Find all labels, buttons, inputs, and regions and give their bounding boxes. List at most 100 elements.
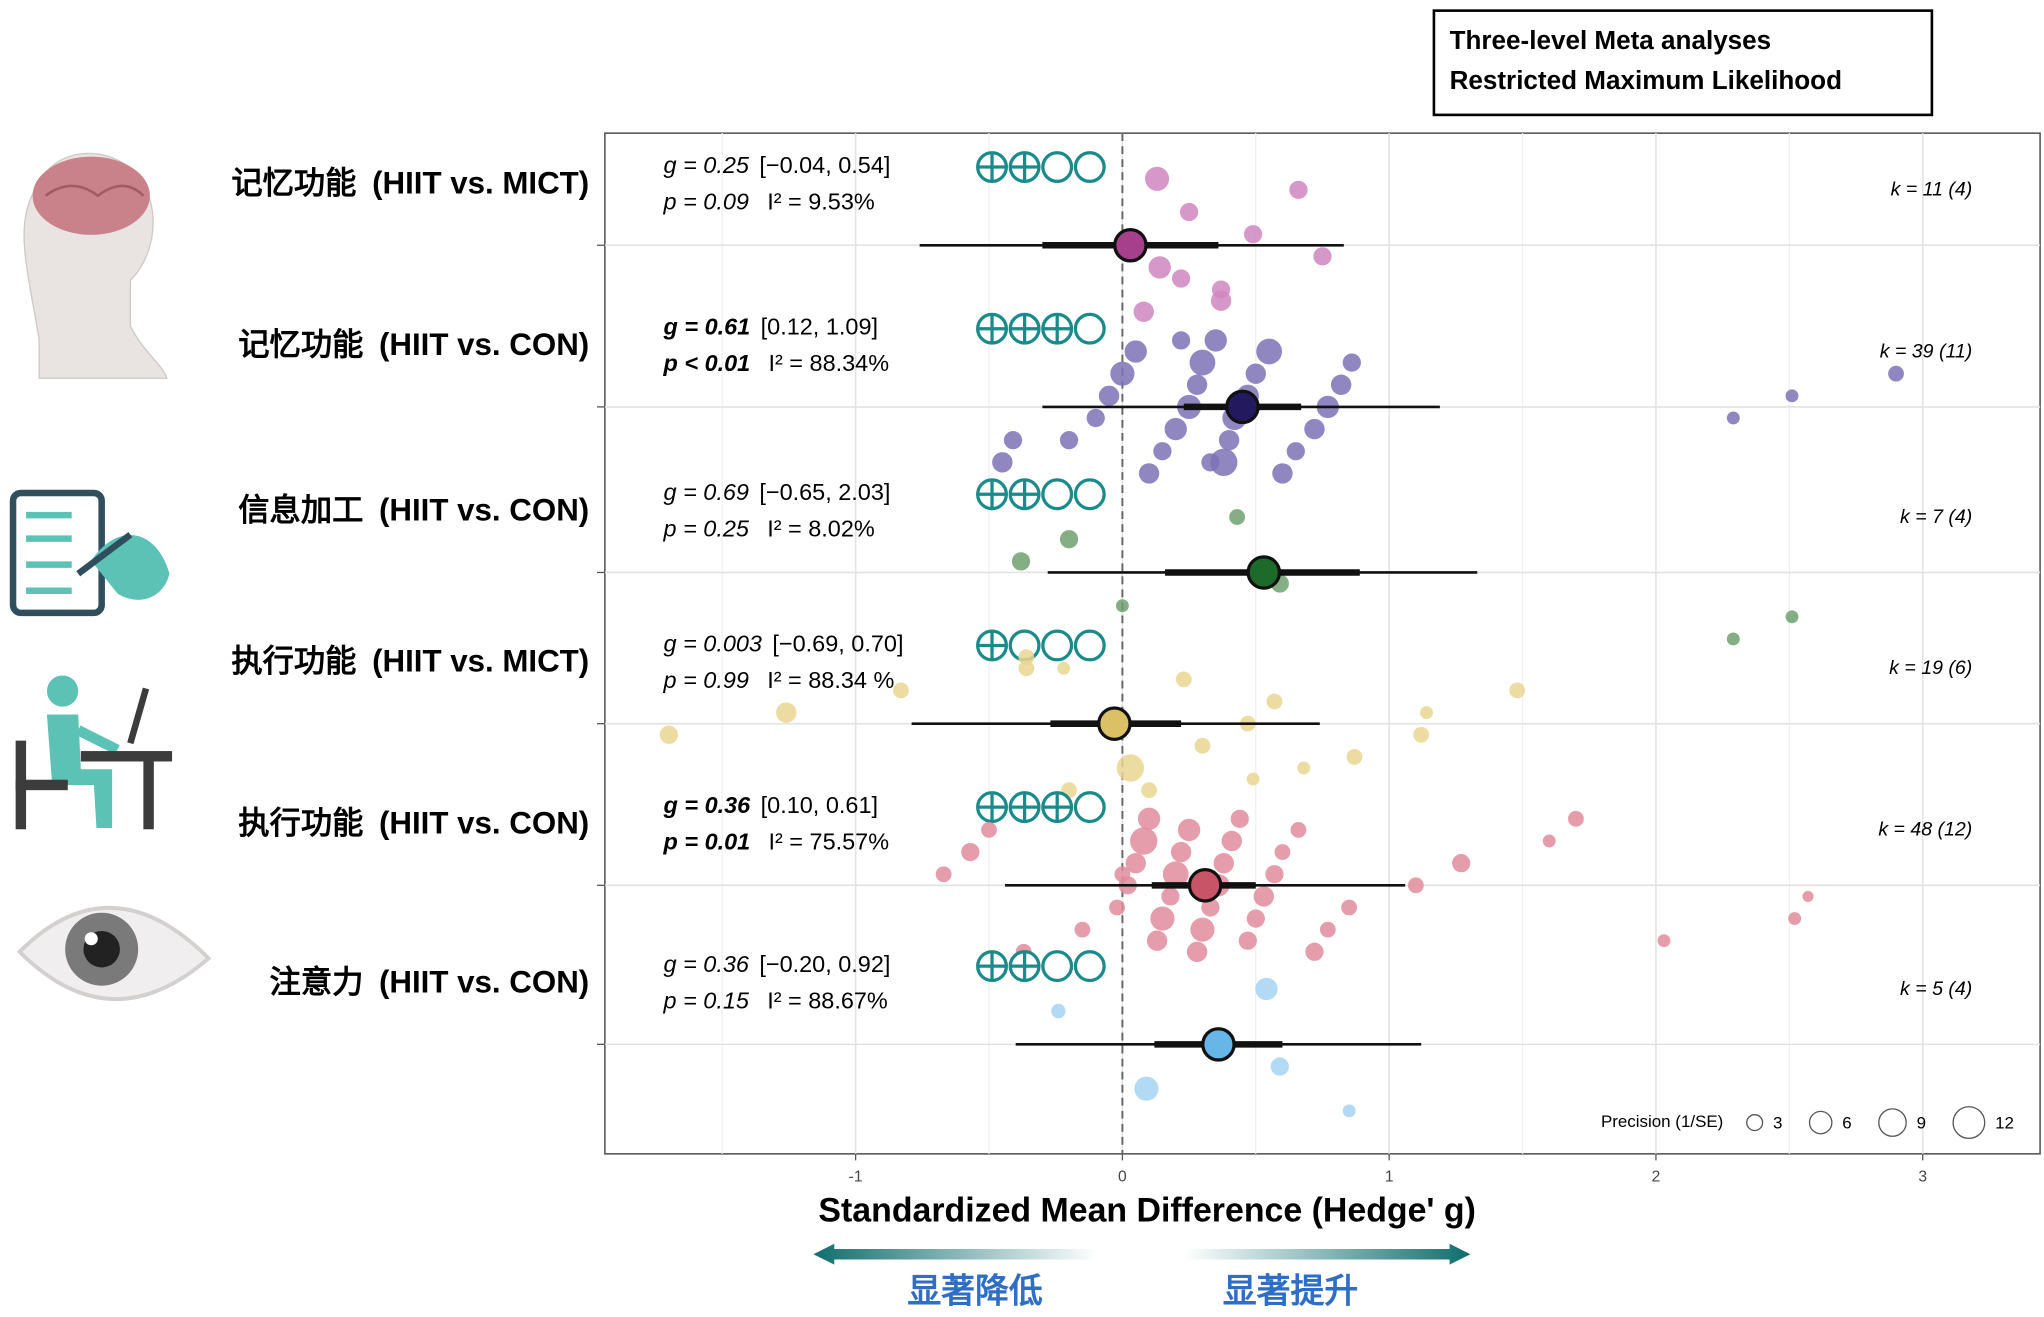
k-label: k = 48 (12) — [1878, 819, 1972, 841]
study-point — [1204, 329, 1227, 352]
k-label: k = 39 (11) — [1880, 340, 1973, 362]
study-point — [1124, 340, 1147, 363]
study-point — [1098, 385, 1120, 407]
domain-name: 信息加工 — [238, 492, 363, 528]
study-point — [1509, 682, 1526, 699]
ci-text: [0.12, 1.09] — [761, 314, 878, 340]
ci-text: [0.10, 0.61] — [761, 792, 878, 818]
study-point — [659, 725, 679, 744]
stats-line: g = 0.36 [−0.20, 0.92] — [664, 951, 891, 977]
study-point — [1785, 610, 1799, 624]
size-legend-key — [1746, 1114, 1764, 1132]
stats-line: p = 0.99 I² = 88.34 % — [663, 667, 895, 693]
certainty-icon — [1041, 950, 1074, 983]
ci-text: [−0.04, 0.54] — [759, 152, 890, 178]
study-point — [1179, 202, 1199, 222]
study-point — [1162, 861, 1189, 888]
study-point — [1221, 830, 1242, 852]
i2-value: I² = 88.34% — [768, 350, 889, 376]
x-tick-label: 0 — [1118, 1168, 1127, 1185]
ci-text: [−0.69, 0.70] — [772, 631, 903, 657]
study-point — [1255, 977, 1278, 1001]
study-point — [1018, 660, 1035, 677]
p-value: p = 0.01 — [663, 829, 751, 855]
domain-name: 记忆功能 — [238, 327, 363, 362]
certainty-rating — [976, 950, 1106, 983]
study-point — [1246, 909, 1265, 928]
study-point — [1726, 411, 1740, 425]
i2-value: I² = 88.34 % — [767, 667, 894, 693]
study-point — [1115, 599, 1129, 613]
study-point — [1272, 463, 1293, 484]
stats-line: g = 0.69 [−0.65, 2.03] — [664, 479, 891, 505]
stats-line: p = 0.25 I² = 8.02% — [663, 516, 875, 542]
study-point — [1246, 772, 1260, 786]
study-point — [1018, 649, 1035, 666]
study-point — [1110, 361, 1135, 386]
study-point — [1130, 827, 1158, 855]
brain-head-icon — [23, 152, 168, 379]
study-point — [1413, 726, 1430, 743]
study-point — [1238, 931, 1257, 950]
stats-line: p = 0.01 I² = 75.57% — [663, 829, 890, 855]
study-point — [1186, 941, 1208, 963]
study-point — [1150, 906, 1175, 931]
study-point — [1297, 761, 1311, 775]
study-point — [1218, 429, 1240, 451]
size-legend-label: 9 — [1917, 1113, 1926, 1132]
study-point — [1657, 934, 1671, 948]
certainty-icon — [1073, 791, 1106, 824]
study-point — [1057, 661, 1071, 675]
comparison: (HIIT vs. CON) — [379, 327, 589, 362]
study-point — [961, 842, 980, 862]
pooled-estimate — [1201, 1027, 1236, 1062]
i2-value: I² = 8.02% — [767, 516, 875, 542]
stats-line: p < 0.01 I² = 88.34% — [663, 350, 890, 376]
domain-name: 注意力 — [270, 964, 364, 1000]
ci-text: [−0.20, 0.92] — [759, 951, 890, 977]
study-point — [1785, 389, 1799, 403]
study-point — [1059, 431, 1079, 450]
size-legend-label: 6 — [1842, 1113, 1851, 1132]
certainty-icon — [1041, 151, 1074, 184]
study-point — [1210, 448, 1238, 476]
study-point — [1346, 749, 1363, 765]
study-point — [1171, 269, 1191, 288]
study-point — [1170, 841, 1192, 863]
g-value: g = 0.25 — [664, 152, 750, 178]
study-point — [1342, 1104, 1356, 1118]
study-point — [992, 452, 1013, 473]
plot-area — [604, 132, 2041, 1155]
arrow-left — [813, 1243, 1098, 1265]
k-label: k = 11 (4) — [1891, 179, 1973, 201]
study-point — [1253, 886, 1274, 907]
certainty-rating — [976, 478, 1106, 511]
certainty-rating — [976, 312, 1106, 345]
comparison: (HIIT vs. CON) — [379, 806, 589, 841]
study-point — [1138, 463, 1160, 484]
arrow-label: 显著提升 — [1223, 1272, 1359, 1310]
certainty-icon — [1041, 478, 1074, 511]
study-point — [1243, 225, 1263, 244]
study-point — [1319, 921, 1336, 938]
study-point — [1420, 706, 1433, 720]
g-value: g = 0.36 — [664, 951, 750, 977]
x-tick-label: 3 — [1918, 1168, 1927, 1185]
pooled-estimate — [1246, 555, 1282, 590]
study-point — [1229, 509, 1246, 525]
stats-line: p = 0.09 I² = 9.53% — [663, 189, 875, 215]
g-value: g = 0.003 — [664, 631, 762, 657]
pooled-estimate — [1097, 706, 1132, 741]
pooled-estimate — [1113, 227, 1148, 263]
group-label: 记忆功能 (HIIT vs. CON) — [238, 327, 589, 362]
x-tick-label: 1 — [1385, 1168, 1394, 1185]
x-tick-label: 2 — [1652, 1168, 1661, 1185]
domain-name: 执行功能 — [238, 806, 363, 841]
study-point — [1726, 632, 1740, 646]
desk-person-icon — [15, 675, 173, 830]
study-point — [1161, 887, 1180, 906]
study-point — [1190, 917, 1215, 942]
study-point — [1171, 331, 1191, 350]
certainty-icon — [1073, 629, 1106, 662]
